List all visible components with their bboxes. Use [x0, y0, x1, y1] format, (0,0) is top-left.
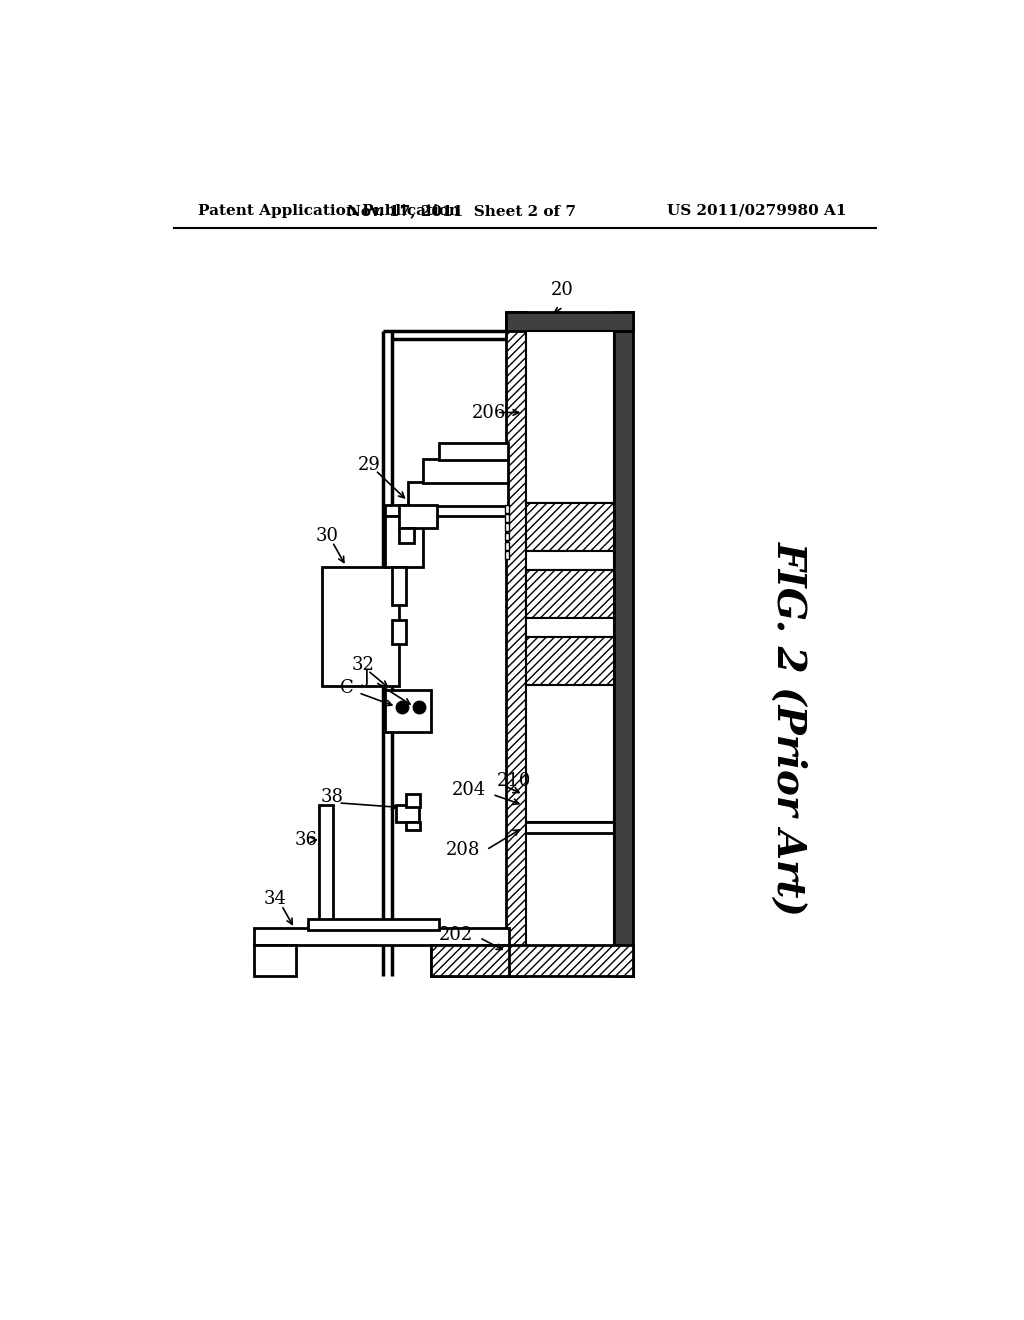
Text: 34: 34: [264, 890, 287, 908]
Text: Nov. 17, 2011  Sheet 2 of 7: Nov. 17, 2011 Sheet 2 of 7: [347, 203, 577, 218]
Text: 32: 32: [351, 656, 375, 675]
Bar: [385, 516, 423, 566]
Bar: [506, 313, 631, 330]
Bar: [307, 919, 438, 929]
Bar: [392, 620, 407, 644]
Bar: [505, 543, 509, 549]
Bar: [398, 506, 437, 528]
Bar: [525, 529, 614, 752]
Bar: [319, 805, 333, 928]
Bar: [407, 822, 420, 830]
Text: 36: 36: [295, 830, 317, 849]
Text: 20: 20: [550, 281, 573, 300]
Text: 204: 204: [452, 781, 486, 799]
Text: 202: 202: [439, 925, 473, 944]
Bar: [407, 795, 420, 807]
Bar: [423, 459, 508, 483]
Text: US 2011/0279980 A1: US 2011/0279980 A1: [668, 203, 847, 218]
Text: 30: 30: [315, 527, 338, 545]
Text: Patent Application Publication: Patent Application Publication: [199, 203, 461, 218]
Bar: [526, 638, 614, 685]
Bar: [438, 444, 508, 461]
Bar: [398, 528, 414, 544]
Bar: [431, 945, 509, 977]
Bar: [505, 506, 509, 512]
Bar: [506, 313, 525, 977]
Text: 210: 210: [497, 772, 531, 789]
Bar: [526, 618, 614, 638]
Text: 38: 38: [321, 788, 344, 807]
Text: FIG. 2 (Prior Art): FIG. 2 (Prior Art): [770, 541, 808, 916]
Bar: [505, 524, 509, 531]
Bar: [254, 945, 296, 977]
Bar: [505, 515, 509, 521]
Bar: [614, 313, 631, 977]
Bar: [505, 533, 509, 540]
Bar: [525, 752, 614, 853]
Bar: [526, 552, 614, 570]
Bar: [506, 313, 526, 977]
Bar: [506, 960, 631, 977]
Bar: [385, 689, 431, 733]
Text: J: J: [362, 669, 370, 688]
Bar: [526, 331, 614, 977]
Bar: [431, 945, 509, 977]
Bar: [526, 685, 614, 822]
Text: 206: 206: [471, 404, 506, 421]
Bar: [500, 309, 635, 982]
Bar: [505, 552, 509, 558]
Bar: [525, 462, 614, 482]
Bar: [525, 330, 614, 977]
Text: 29: 29: [357, 455, 381, 474]
Bar: [385, 506, 508, 516]
Bar: [526, 570, 614, 618]
Text: 208: 208: [445, 841, 480, 859]
Bar: [506, 945, 633, 977]
Bar: [408, 482, 508, 507]
Bar: [614, 313, 633, 977]
Bar: [526, 331, 614, 503]
Text: C: C: [340, 680, 354, 697]
Bar: [392, 566, 407, 605]
Bar: [506, 313, 633, 331]
Bar: [254, 928, 509, 945]
Bar: [322, 566, 398, 686]
Bar: [396, 805, 419, 822]
Bar: [526, 503, 614, 552]
Bar: [525, 330, 614, 529]
